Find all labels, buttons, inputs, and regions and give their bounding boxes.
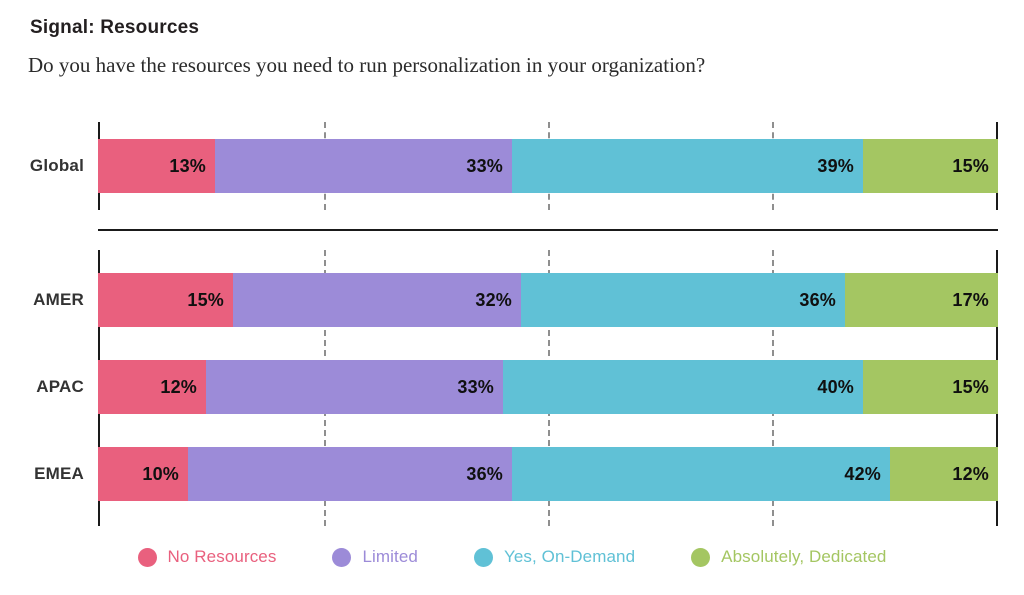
bar-segment-no-resources: 10%	[98, 447, 188, 501]
bar-row-amer: AMER 15% 32% 36% 17%	[0, 273, 1024, 327]
bar-row-apac: APAC 12% 33% 40% 15%	[0, 360, 1024, 414]
bar-segment-no-resources: 12%	[98, 360, 206, 414]
segment-value-label: 36%	[799, 289, 836, 310]
bar-segment-on-demand: 42%	[512, 447, 890, 501]
section-divider	[98, 229, 998, 231]
survey-question: Do you have the resources you need to ru…	[28, 53, 706, 77]
segment-value-label: 12%	[952, 463, 989, 484]
bar-segment-dedicated: 15%	[863, 360, 998, 414]
row-label: APAC	[36, 377, 84, 396]
segment-value-label: 32%	[475, 289, 512, 310]
legend-item-no-resources: No Resources	[137, 547, 277, 567]
segment-value-label: 10%	[142, 463, 179, 484]
segment-value-label: 33%	[457, 376, 494, 397]
segment-value-label: 17%	[952, 289, 989, 310]
bar-segment-no-resources: 15%	[98, 273, 233, 327]
bar-segment-limited: 33%	[206, 360, 503, 414]
bar-segment-dedicated: 15%	[863, 139, 998, 193]
bar-segment-limited: 36%	[188, 447, 512, 501]
bar-segment-limited: 33%	[215, 139, 512, 193]
bar-segment-on-demand: 40%	[503, 360, 863, 414]
legend-label: No Resources	[167, 547, 277, 566]
bar-row-global: Global 13% 33% 39% 15%	[0, 139, 1024, 193]
legend-item-dedicated: Absolutely, Dedicated	[691, 547, 886, 567]
segment-value-label: 36%	[466, 463, 503, 484]
legend-dot	[473, 547, 493, 567]
legend-label: Absolutely, Dedicated	[721, 547, 887, 566]
stacked-bar: 13% 33% 39% 15%	[98, 139, 998, 193]
segment-value-label: 12%	[160, 376, 197, 397]
legend-label: Limited	[362, 547, 418, 566]
row-label: AMER	[33, 290, 84, 309]
bar-row-emea: EMEA 10% 36% 42% 12%	[0, 447, 1024, 501]
legend-dot	[691, 547, 711, 567]
chart-legend: No Resources Limited Yes, On-Demand Absolut…	[0, 547, 1024, 567]
bar-segment-dedicated: 17%	[845, 273, 998, 327]
global-chart-section: Global 13% 33% 39% 15%	[0, 122, 1024, 210]
legend-label: Yes, On-Demand	[503, 547, 636, 566]
stacked-bar: 15% 32% 36% 17%	[98, 273, 998, 327]
segment-value-label: 13%	[169, 155, 206, 176]
bar-segment-limited: 32%	[233, 273, 521, 327]
bar-segment-dedicated: 12%	[890, 447, 998, 501]
legend-dot	[332, 547, 352, 567]
page-title: Signal: Resources	[30, 17, 200, 38]
legend-item-limited: Limited	[332, 547, 418, 567]
bar-segment-on-demand: 39%	[512, 139, 863, 193]
segment-value-label: 40%	[817, 376, 854, 397]
legend-item-on-demand: Yes, On-Demand	[473, 547, 636, 567]
stacked-bar: 12% 33% 40% 15%	[98, 360, 998, 414]
row-label: EMEA	[34, 464, 84, 483]
bar-segment-on-demand: 36%	[521, 273, 845, 327]
stacked-bar: 10% 36% 42% 12%	[98, 447, 998, 501]
regions-chart-section: AMER 15% 32% 36% 17% APAC 12% 33% 40% 15% EMEA 10% 3…	[0, 250, 1024, 526]
legend-dot	[137, 547, 157, 567]
segment-value-label: 39%	[817, 155, 854, 176]
row-label: Global	[29, 156, 84, 175]
segment-value-label: 42%	[844, 463, 881, 484]
segment-value-label: 15%	[952, 376, 989, 397]
bar-segment-no-resources: 13%	[98, 139, 215, 193]
segment-value-label: 15%	[952, 155, 989, 176]
segment-value-label: 15%	[187, 289, 224, 310]
segment-value-label: 33%	[466, 155, 503, 176]
